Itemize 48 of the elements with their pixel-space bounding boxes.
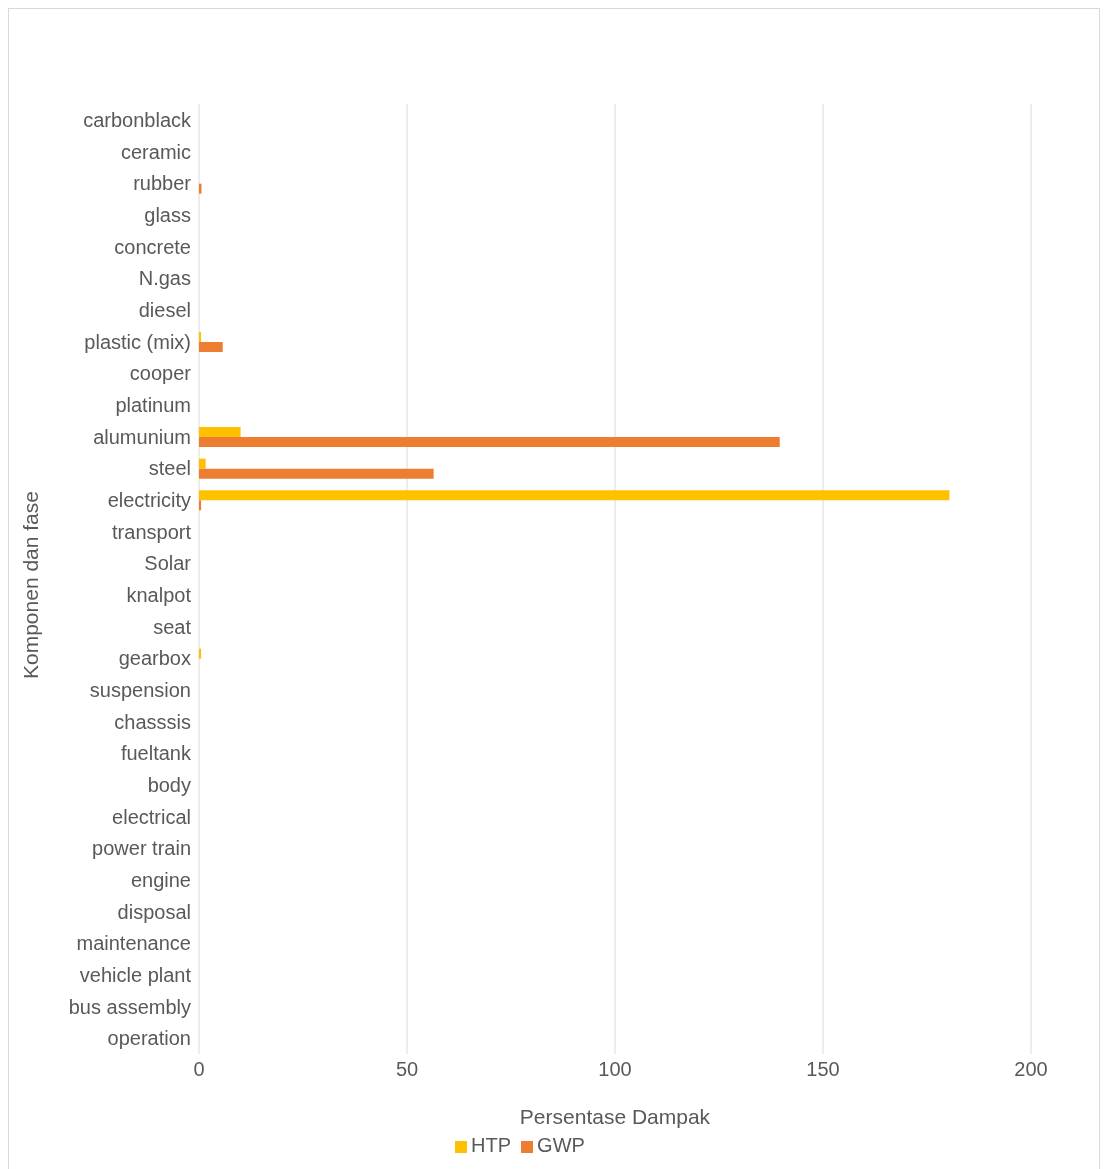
y-tick-label: chasssis [114,710,191,733]
bar [199,490,950,501]
y-tick-label: concrete [114,235,191,258]
bar [199,500,202,511]
bar [199,342,223,352]
y-tick-label: body [147,773,191,796]
y-tick-label: Solar [144,552,192,575]
x-tick-label: 50 [395,1058,419,1081]
y-tick-label: transport [112,520,192,543]
y-tick-label: steel [148,457,191,480]
y-tick-label: disposal [117,900,191,923]
y-tick-label: alumunium [93,425,191,448]
x-axis-title: Persentase Dampak [519,1105,711,1128]
y-tick-label: rubber [133,172,192,195]
bar [199,468,434,479]
bar [199,648,202,659]
y-tick-label: power train [92,837,191,860]
x-tick-label: 200 [1014,1058,1048,1081]
legend-label: GWP [537,1134,585,1156]
y-tick-label: diesel [138,298,191,321]
y-tick-label: cooper [129,362,192,385]
bar [199,458,206,469]
y-tick-label: seat [153,615,192,638]
bar [199,427,241,437]
y-tick-label: suspension [89,678,191,701]
legend-label: HTP [471,1134,512,1156]
y-tick-label: gearbox [118,647,191,670]
y-axis-title: Komponen dan fase [19,491,43,679]
x-tick-label: 0 [193,1058,205,1081]
y-tick-label: plastic (mix) [84,330,191,353]
y-tick-label: ceramic [120,140,191,163]
bar [199,332,202,342]
y-tick-label: carbonblack [83,108,192,131]
y-tick-label: platinum [115,393,191,416]
y-tick-label: maintenance [76,932,191,955]
bar [199,437,780,447]
y-tick-label: fueltank [120,742,192,765]
x-tick-label: 100 [598,1058,632,1081]
y-tick-label: N.gas [138,267,191,290]
y-tick-label: knalpot [126,583,192,606]
y-tick-label: electricity [107,488,191,511]
y-tick-label: engine [130,868,191,891]
x-tick-label: 150 [806,1058,840,1081]
y-tick-label: bus assembly [68,995,191,1018]
y-tick-label: glass [144,203,191,226]
y-tick-label: vehicle plant [79,963,192,986]
y-tick-label: electrical [112,805,191,828]
y-tick-label: operation [107,1027,191,1050]
